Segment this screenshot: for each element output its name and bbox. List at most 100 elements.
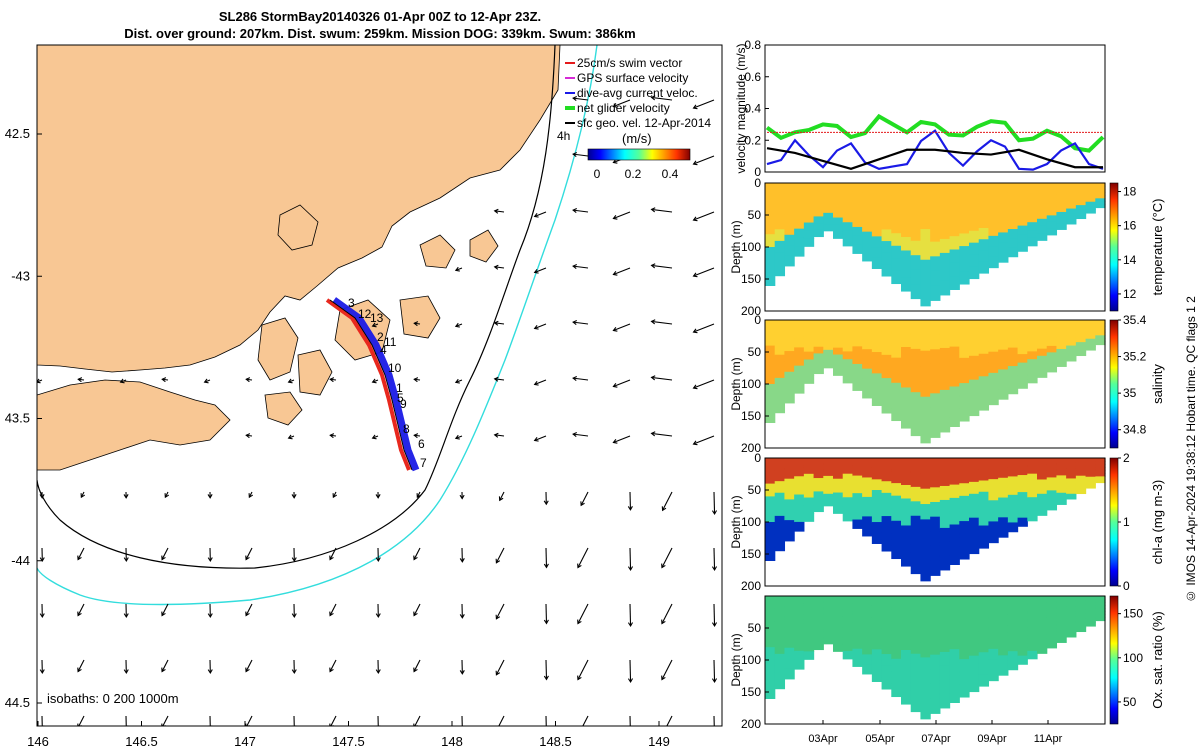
section-cell	[1007, 623, 1019, 634]
section-cell	[998, 635, 1009, 647]
section-cell	[1075, 489, 1087, 495]
section-cell	[949, 209, 960, 224]
geo-arrowhead	[287, 378, 293, 384]
section-cell	[920, 198, 931, 215]
section-cell	[891, 382, 902, 396]
section-cell	[1007, 347, 1019, 358]
section-cell	[1037, 596, 1048, 604]
section-cell	[1075, 196, 1087, 202]
colorbar-label: salinity	[1150, 364, 1165, 404]
section-cell	[920, 688, 931, 705]
section-cell	[823, 325, 834, 333]
section-cell	[784, 627, 795, 639]
section-cell	[842, 343, 854, 352]
track-label: 3	[348, 296, 355, 310]
section-cell	[803, 190, 815, 200]
section-cell	[813, 216, 824, 224]
section-cell	[765, 345, 776, 359]
geo-arrow	[613, 211, 631, 220]
section-cell	[978, 365, 990, 377]
section-cell	[1017, 517, 1028, 527]
chart-title-line2: Dist. over ground: 207km. Dist. swum: 25…	[124, 26, 636, 41]
section-cell	[988, 372, 999, 385]
geo-arrowhead	[496, 727, 500, 731]
section-cell	[910, 377, 922, 393]
section-cell	[833, 630, 844, 639]
section-cell	[920, 657, 931, 674]
section-cell	[959, 220, 970, 235]
geo-arrowhead	[375, 613, 381, 619]
section-cell	[920, 412, 931, 429]
section-cell	[833, 368, 844, 376]
geo-arrowhead	[454, 378, 460, 384]
section-cell	[803, 458, 815, 467]
section-cell	[988, 341, 999, 353]
section-cell	[862, 467, 873, 479]
section-cell	[842, 481, 854, 490]
section-cell	[969, 403, 980, 417]
geo-arrowhead	[692, 384, 698, 390]
section-cell	[1056, 194, 1067, 201]
geo-arrow	[713, 547, 716, 571]
section-cell	[823, 355, 834, 363]
section-cell	[803, 603, 815, 613]
section-cell	[930, 378, 941, 394]
section-cell	[813, 229, 824, 238]
geo-arrowhead	[329, 667, 334, 673]
section-cell	[1066, 478, 1077, 485]
section-cell	[1046, 458, 1058, 466]
section-cell	[959, 395, 970, 409]
depth-axis-label: Depth (m)	[729, 495, 743, 548]
section-cell	[765, 608, 776, 623]
track-label: 1	[396, 381, 403, 395]
section-cell	[862, 251, 873, 262]
section-cell	[988, 193, 999, 205]
section-cell	[1037, 646, 1048, 654]
depth-tick-label: 200	[741, 304, 761, 318]
section-cell	[862, 349, 873, 360]
section-cell	[774, 642, 786, 655]
section-cell	[1037, 233, 1048, 241]
section-cell	[833, 189, 844, 198]
section-cell	[765, 384, 776, 398]
section-cell	[1075, 346, 1087, 352]
section-cell	[774, 515, 786, 529]
section-cell	[891, 370, 902, 384]
geo-arrow	[534, 211, 547, 217]
geo-arrowhead	[533, 212, 539, 218]
section-cell	[871, 394, 883, 406]
section-cell	[920, 642, 931, 658]
section-cell	[881, 665, 892, 678]
section-cell	[959, 621, 970, 635]
section-cell	[1095, 596, 1106, 600]
section-cell	[862, 516, 873, 527]
section-cell	[1075, 618, 1087, 624]
section-cell	[784, 193, 795, 205]
section-cell	[1066, 325, 1077, 331]
geo-arrowhead	[543, 563, 549, 569]
section-cell	[1027, 619, 1038, 628]
velocity-ytick-label: 0.8	[744, 38, 761, 52]
section-cell	[1027, 473, 1038, 483]
geo-arrowhead	[533, 436, 539, 442]
track-label: 11	[384, 335, 397, 349]
section-cell	[823, 596, 834, 603]
section-cell	[1066, 218, 1077, 225]
island	[399, 295, 441, 339]
section-cell	[784, 658, 795, 670]
depth-tick-label: 50	[748, 621, 762, 635]
geo-arrow	[455, 435, 463, 439]
section-cell	[1046, 464, 1058, 472]
section-cell	[1037, 204, 1048, 213]
section-cell	[823, 212, 834, 220]
section-cell	[803, 473, 815, 483]
section-cell	[910, 501, 922, 517]
colorbar-tick-label: 0	[1123, 579, 1130, 593]
section-cell	[1066, 355, 1077, 362]
section-cell	[862, 231, 873, 242]
section-cell	[852, 493, 863, 503]
depth-tick-label: 100	[741, 240, 761, 254]
section-cell	[862, 358, 873, 370]
section-cell	[891, 545, 902, 560]
section-cell	[842, 359, 854, 368]
